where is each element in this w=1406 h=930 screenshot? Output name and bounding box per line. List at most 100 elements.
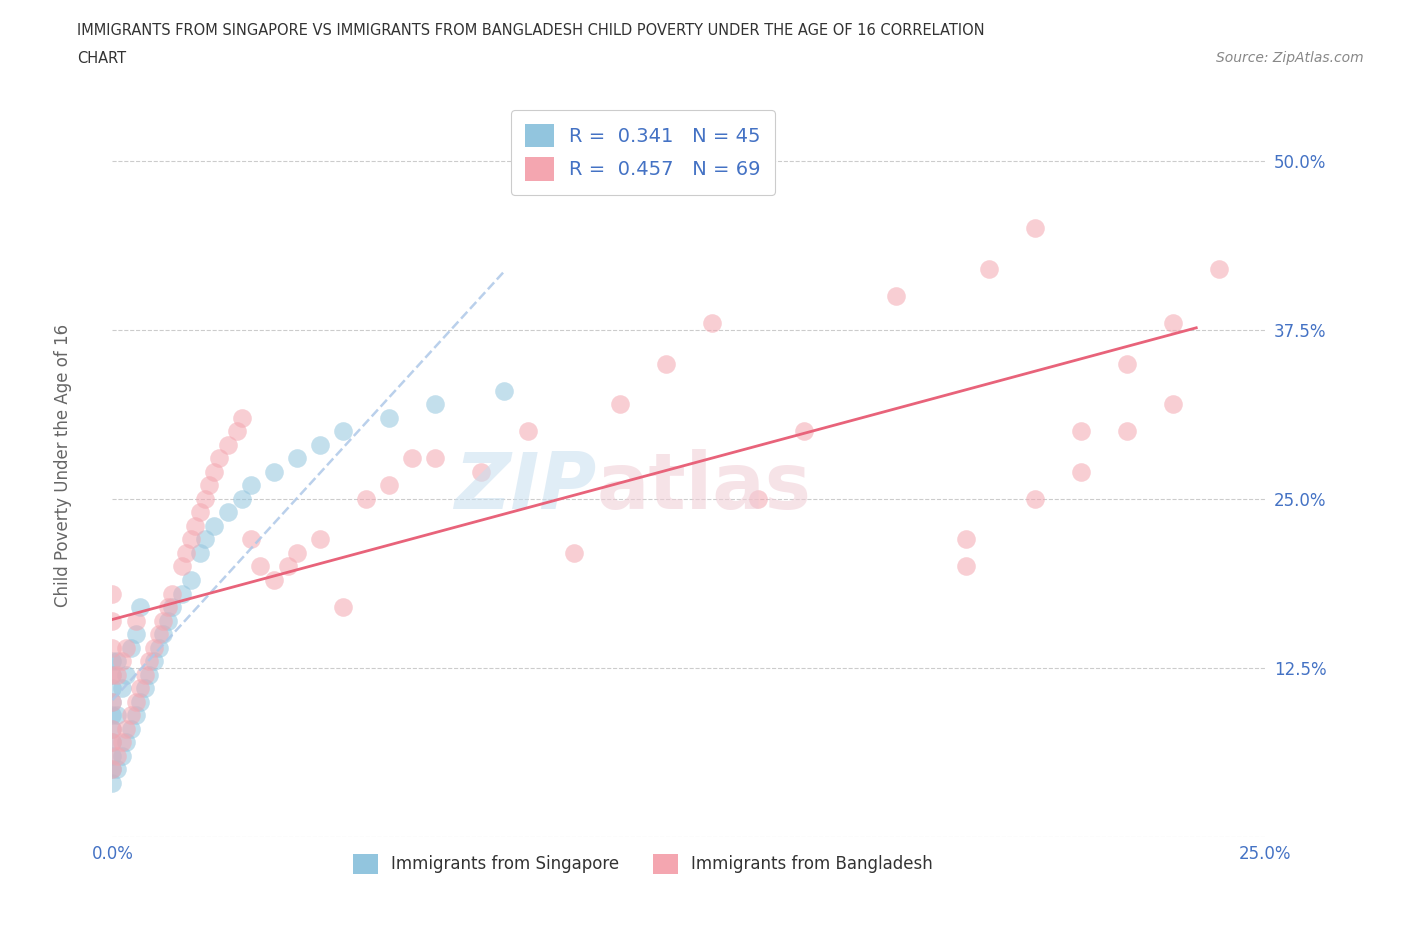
Point: [277, 559, 299, 574]
Point: [152, 613, 174, 628]
Point: [180, 532, 202, 547]
Point: [115, 640, 138, 655]
Point: [162, 600, 184, 615]
Point: [124, 613, 146, 628]
Point: [101, 762, 124, 777]
Point: [609, 397, 631, 412]
Point: [129, 695, 152, 710]
Point: [239, 478, 262, 493]
Point: [129, 681, 152, 696]
Point: [516, 424, 538, 439]
Point: [1070, 464, 1092, 479]
Point: [170, 586, 193, 601]
Point: [332, 600, 354, 615]
Point: [134, 681, 156, 696]
Point: [202, 464, 225, 479]
Point: [217, 437, 239, 452]
Point: [143, 640, 166, 655]
Point: [120, 640, 142, 655]
Point: [401, 451, 423, 466]
Point: [101, 640, 124, 655]
Point: [111, 735, 134, 750]
Point: [101, 735, 124, 750]
Point: [101, 681, 124, 696]
Point: [134, 667, 156, 682]
Point: [955, 559, 977, 574]
Point: [101, 695, 124, 710]
Point: [217, 505, 239, 520]
Point: [101, 735, 124, 750]
Point: [285, 546, 308, 561]
Point: [101, 586, 124, 601]
Point: [180, 573, 202, 588]
Point: [263, 573, 285, 588]
Point: [162, 586, 184, 601]
Point: [124, 695, 146, 710]
Point: [105, 654, 128, 669]
Legend: Immigrants from Singapore, Immigrants from Bangladesh: Immigrants from Singapore, Immigrants fr…: [346, 847, 939, 881]
Point: [188, 505, 211, 520]
Point: [202, 518, 225, 533]
Point: [111, 749, 134, 764]
Point: [239, 532, 262, 547]
Point: [425, 397, 447, 412]
Point: [249, 559, 271, 574]
Point: [285, 451, 308, 466]
Point: [138, 667, 160, 682]
Point: [138, 654, 160, 669]
Point: [156, 600, 179, 615]
Point: [111, 654, 134, 669]
Point: [101, 776, 124, 790]
Point: [793, 424, 815, 439]
Point: [655, 356, 678, 371]
Point: [1070, 424, 1092, 439]
Point: [1116, 356, 1139, 371]
Point: [120, 708, 142, 723]
Point: [101, 722, 124, 737]
Text: Child Poverty Under the Age of 16: Child Poverty Under the Age of 16: [55, 324, 72, 606]
Point: [170, 559, 193, 574]
Point: [198, 478, 221, 493]
Point: [101, 762, 124, 777]
Point: [231, 491, 253, 506]
Point: [378, 478, 401, 493]
Point: [231, 410, 253, 425]
Point: [105, 749, 128, 764]
Point: [115, 735, 138, 750]
Point: [1161, 315, 1184, 330]
Text: IMMIGRANTS FROM SINGAPORE VS IMMIGRANTS FROM BANGLADESH CHILD POVERTY UNDER THE : IMMIGRANTS FROM SINGAPORE VS IMMIGRANTS …: [77, 23, 986, 38]
Point: [207, 451, 229, 466]
Point: [184, 518, 207, 533]
Text: ZIP: ZIP: [454, 449, 596, 525]
Point: [977, 261, 1000, 276]
Point: [101, 722, 124, 737]
Point: [354, 491, 377, 506]
Point: [143, 654, 166, 669]
Point: [494, 383, 516, 398]
Point: [470, 464, 492, 479]
Point: [111, 681, 134, 696]
Point: [105, 762, 128, 777]
Point: [332, 424, 354, 439]
Point: [263, 464, 285, 479]
Point: [562, 546, 585, 561]
Point: [194, 532, 217, 547]
Point: [129, 600, 152, 615]
Point: [105, 708, 128, 723]
Point: [1161, 397, 1184, 412]
Point: [148, 640, 170, 655]
Text: CHART: CHART: [77, 51, 127, 66]
Point: [101, 613, 124, 628]
Point: [1024, 220, 1046, 235]
Point: [309, 532, 332, 547]
Point: [156, 613, 179, 628]
Point: [747, 491, 769, 506]
Text: Source: ZipAtlas.com: Source: ZipAtlas.com: [1216, 51, 1364, 65]
Point: [1024, 491, 1046, 506]
Point: [1116, 424, 1139, 439]
Point: [152, 627, 174, 642]
Point: [148, 627, 170, 642]
Point: [101, 667, 124, 682]
Point: [101, 749, 124, 764]
Point: [101, 708, 124, 723]
